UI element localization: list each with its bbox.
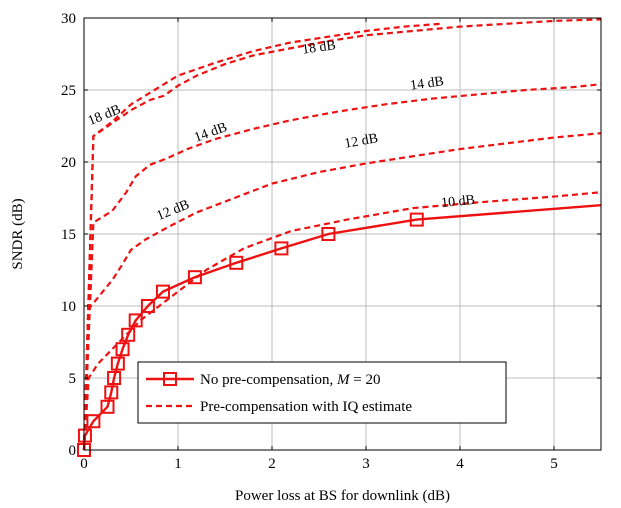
- y-tick-label: 0: [69, 443, 77, 459]
- square-marker: [140, 299, 155, 313]
- square-marker: [187, 270, 202, 285]
- x-tick-label: 3: [362, 456, 370, 472]
- y-tick-label: 5: [69, 371, 77, 387]
- square-marker: [86, 414, 101, 429]
- dashed-series-line: [82, 22, 442, 451]
- x-tick-label: 2: [268, 456, 276, 472]
- curve-annotation: 12 dB: [155, 197, 192, 224]
- square-marker: [229, 255, 244, 270]
- legend-square-marker: [163, 372, 177, 386]
- x-tick-label: 1: [174, 456, 182, 472]
- square-marker: [115, 342, 130, 357]
- curve-annotation: 18 dB: [86, 102, 123, 129]
- dashed-series-line: [82, 132, 602, 451]
- square-marker: [100, 399, 115, 414]
- legend-solid-swatch: [146, 372, 194, 386]
- legend-solid-suffix: = 20: [350, 372, 381, 388]
- square-marker: [274, 241, 289, 256]
- dashed-series-line: [82, 191, 602, 451]
- y-tick-label: 20: [61, 155, 76, 171]
- legend-solid-math: M: [336, 372, 351, 388]
- legend-box: [137, 361, 507, 424]
- square-marker: [121, 327, 136, 342]
- square-marker: [110, 356, 125, 371]
- curve-annotation: 14 dB: [192, 120, 229, 146]
- x-tick-label: 5: [550, 456, 558, 472]
- square-marker: [104, 385, 119, 400]
- x-tick-label: 0: [80, 456, 88, 472]
- dashed-series-line: [82, 83, 602, 451]
- y-tick-label: 30: [61, 11, 76, 27]
- annotations: 18 dB 18 dB 14 dB 14 dB 12 dB 12 dB 10 dB: [86, 38, 476, 224]
- square-marker: [321, 227, 336, 241]
- curve-annotation: 10 dB: [440, 193, 475, 211]
- legend-solid-prefix: No pre-compensation,: [200, 372, 337, 388]
- square-marker: [107, 371, 122, 385]
- solid-series-line: [82, 204, 602, 451]
- square-marker: [155, 284, 170, 299]
- legend-dashed-label: Pre-compensation with IQ estimate: [200, 399, 412, 415]
- square-marker: [409, 212, 424, 227]
- series-layer: [77, 18, 602, 457]
- axes: 0 1 2 3 4 5 0 5 10 15 20 25 30: [61, 11, 602, 472]
- y-tick-label: 10: [61, 299, 76, 315]
- y-tick-label: 15: [61, 227, 76, 243]
- dashed-series-line: [82, 18, 602, 451]
- curve-annotation: 18 dB: [301, 38, 337, 58]
- x-axis-label: Power loss at BS for downlink (dB): [235, 488, 450, 504]
- x-tick-label: 4: [456, 456, 464, 472]
- y-axis-label: SNDR (dB): [10, 198, 26, 269]
- curve-annotation: 14 dB: [409, 74, 445, 94]
- legend: No pre-compensation, M = 20 Pre-compensa…: [137, 361, 507, 424]
- y-tick-label: 25: [61, 83, 76, 99]
- legend-solid-label: No pre-compensation, M = 20: [200, 372, 381, 388]
- curve-annotation: 12 dB: [343, 131, 379, 152]
